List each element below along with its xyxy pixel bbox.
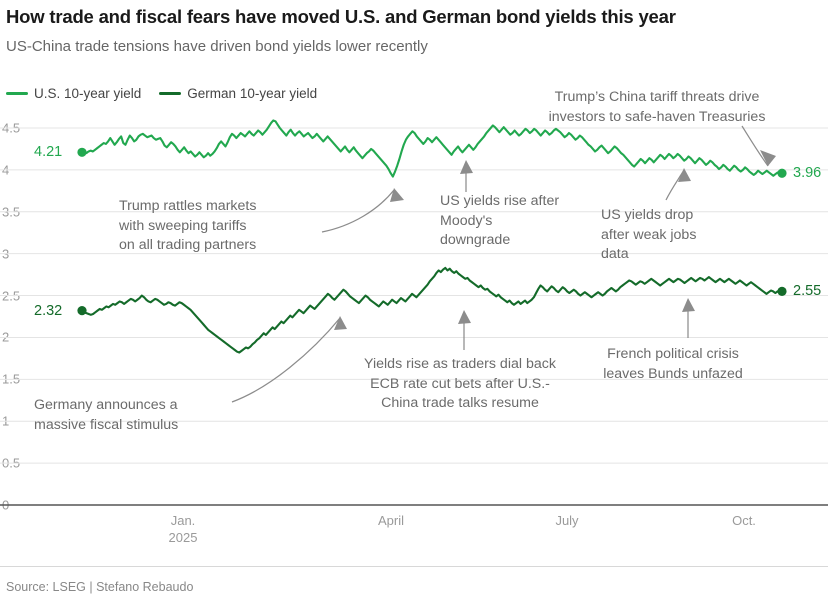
page-title: How trade and fiscal fears have moved U.… bbox=[6, 6, 676, 27]
series-start-marker bbox=[77, 147, 87, 157]
legend-german[interactable]: German 10-year yield bbox=[159, 86, 317, 101]
footer-divider bbox=[0, 566, 828, 567]
legend-label: U.S. 10-year yield bbox=[34, 85, 142, 101]
series-start-marker bbox=[77, 306, 87, 316]
x-tick-label: Jan. 2025 bbox=[169, 512, 198, 546]
legend-label: German 10-year yield bbox=[187, 85, 318, 101]
annotation-ecb-rate-cut-bets: Yields rise as traders dial back ECB rat… bbox=[364, 356, 556, 411]
series-end-marker bbox=[777, 168, 787, 178]
annotation-leader-line bbox=[231, 317, 341, 403]
x-tick-line1: April bbox=[377, 513, 405, 528]
legend-swatch-icon bbox=[6, 91, 28, 95]
source-credit: Source: LSEG | Stefano Rebaudo bbox=[6, 580, 194, 594]
x-tick-line1: July bbox=[555, 513, 579, 528]
annotation-trump-tariff-threats: Trump’s China tariff threats drive inves… bbox=[548, 89, 766, 125]
endpoint-value-label: 4.21 bbox=[34, 144, 63, 161]
x-tick-label: Oct. bbox=[732, 512, 756, 529]
x-tick-line2: 2025 bbox=[168, 530, 198, 545]
legend-swatch-icon bbox=[159, 91, 182, 95]
chart-legend: U.S. 10-year yield German 10-year yield bbox=[6, 82, 317, 104]
annotation-weak-jobs-data: US yields drop after weak jobs data bbox=[601, 207, 697, 262]
annotation-trump-rattles-markets: Trump rattles markets with sweeping tari… bbox=[119, 198, 257, 253]
series-line-german bbox=[80, 266, 784, 354]
annotation-arrowhead-icon bbox=[760, 150, 776, 166]
annotation-french-political-crisis: French political crisis leaves Bunds unf… bbox=[603, 346, 743, 382]
endpoint-value-label: 2.55 bbox=[793, 283, 822, 300]
annotation-arrowhead-icon bbox=[334, 316, 347, 330]
endpoint-value-label: 2.32 bbox=[34, 302, 63, 319]
annotation-arrowhead-icon bbox=[682, 298, 695, 312]
annotation-leader-line bbox=[741, 125, 769, 167]
endpoint-value-label: 3.96 bbox=[793, 165, 822, 182]
x-tick-line1: Jan. bbox=[170, 513, 196, 528]
legend-us[interactable]: U.S. 10-year yield bbox=[6, 86, 141, 101]
series-end-marker bbox=[777, 286, 787, 296]
x-tick-label: April bbox=[378, 512, 404, 529]
series-line-us bbox=[80, 119, 784, 178]
x-tick-line1: Oct. bbox=[732, 513, 756, 528]
annotation-arrowhead-icon bbox=[678, 168, 691, 182]
annotation-moodys-downgrade: US yields rise after Moody's downgrade bbox=[440, 193, 560, 248]
annotation-arrowhead-icon bbox=[460, 160, 473, 174]
annotation-leader-line bbox=[321, 189, 395, 233]
annotation-arrowhead-icon bbox=[390, 188, 404, 202]
annotation-germany-fiscal-stimulus: Germany announces a massive fiscal stimu… bbox=[34, 397, 179, 433]
annotation-arrowhead-icon bbox=[458, 310, 471, 324]
page-subtitle: US-China trade tensions have driven bond… bbox=[6, 38, 428, 55]
chart-plot-area bbox=[0, 119, 828, 506]
x-tick-label: July bbox=[555, 512, 578, 529]
